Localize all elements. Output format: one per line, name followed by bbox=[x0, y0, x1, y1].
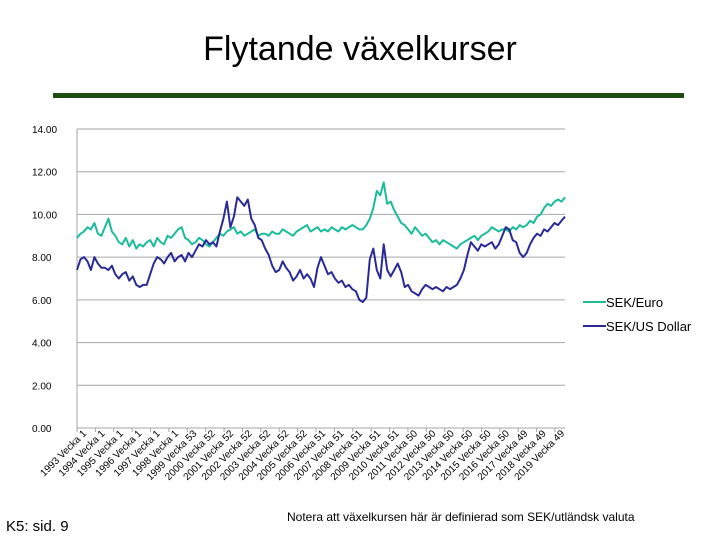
y-tick-label-6: 12.00 bbox=[32, 168, 57, 179]
y-tick-label-2: 4.00 bbox=[32, 339, 52, 350]
slide-reference: K5: sid. 9 bbox=[6, 518, 69, 535]
y-tick-label-3: 6.00 bbox=[32, 296, 52, 307]
y-tick-label-7: 14.00 bbox=[32, 125, 57, 136]
y-axis-ticks: 0.00 2.00 4.00 6.00 8.00 10.00 12.00 14.00 bbox=[32, 125, 57, 435]
series-line-sek-euro bbox=[76, 181, 566, 250]
y-tick-label-5: 10.00 bbox=[32, 210, 57, 221]
legend-label-1: SEK/US Dollar bbox=[606, 319, 692, 334]
series-line-sek-usd bbox=[76, 196, 566, 303]
page-title: Flytande växelkurser bbox=[203, 30, 517, 68]
y-tick-label-0: 0.00 bbox=[32, 424, 52, 435]
chart-grid bbox=[76, 128, 565, 429]
y-tick-label-1: 2.00 bbox=[32, 381, 52, 392]
footnote: Notera att växelkursen här är definierad… bbox=[287, 510, 635, 524]
chart-series bbox=[76, 181, 566, 303]
legend-label-0: SEK/Euro bbox=[606, 295, 663, 310]
y-tick-label-4: 8.00 bbox=[32, 253, 52, 264]
chart-legend: SEK/Euro SEK/US Dollar bbox=[583, 295, 692, 334]
title-rule bbox=[53, 93, 684, 98]
